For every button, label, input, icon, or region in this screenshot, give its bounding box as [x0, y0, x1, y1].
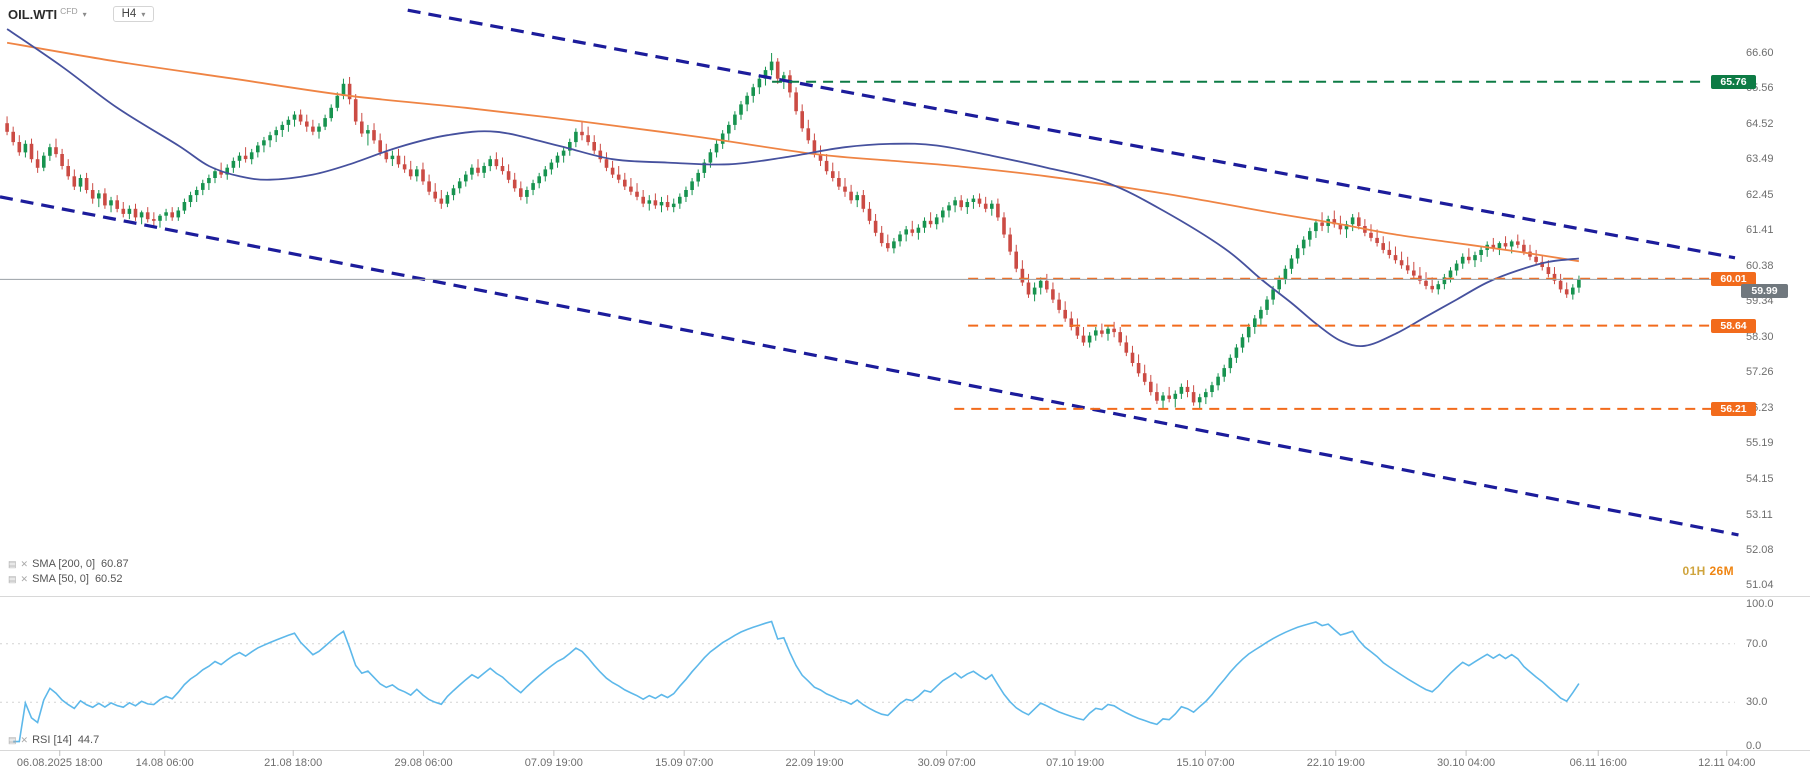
- rsi-value: 44.7: [77, 733, 100, 746]
- instrument-type-label: CFD: [60, 6, 78, 16]
- timeframe-selector[interactable]: H4 ▾: [112, 6, 155, 22]
- rsi-label: RSI [14]: [32, 733, 72, 746]
- indicator-legend: ▤ ✕ SMA [200, 0] 60.87 ▤ ✕ SMA [50, 0] 6…: [8, 557, 129, 585]
- instrument-selector[interactable]: OIL.WTI CFD ▾: [8, 6, 87, 22]
- sma50-value: 60.52: [94, 572, 123, 585]
- indicator-settings-icon[interactable]: ▤: [8, 573, 17, 584]
- indicator-close-icon[interactable]: ✕: [20, 573, 29, 584]
- indicator-settings-icon[interactable]: ▤: [8, 558, 17, 569]
- sma200-legend-row: ▤ ✕ SMA [200, 0] 60.87: [8, 557, 129, 570]
- sma50-legend-row: ▤ ✕ SMA [50, 0] 60.52: [8, 572, 129, 585]
- sma200-value: 60.87: [101, 557, 129, 570]
- countdown-hours: 01H: [1682, 564, 1706, 578]
- sma200-label: SMA [200, 0]: [32, 557, 96, 570]
- indicator-settings-icon[interactable]: ▤: [8, 734, 17, 745]
- rsi-legend-row: ▤ ✕ RSI [14] 44.7: [8, 733, 99, 746]
- instrument-symbol: OIL.WTI: [8, 6, 58, 22]
- chart-header: OIL.WTI CFD ▾ H4 ▾: [8, 6, 155, 22]
- timeframe-label: H4: [121, 8, 137, 20]
- countdown-minutes: 26M: [1709, 564, 1734, 578]
- chevron-down-icon: ▾: [141, 9, 146, 19]
- indicator-close-icon[interactable]: ✕: [20, 558, 29, 569]
- candle-countdown: 01H 26M: [1440, 564, 1734, 578]
- indicator-close-icon[interactable]: ✕: [20, 734, 29, 745]
- rsi-legend: ▤ ✕ RSI [14] 44.7: [8, 733, 99, 746]
- sma50-label: SMA [50, 0]: [32, 572, 89, 585]
- chevron-down-icon: ▾: [82, 9, 87, 19]
